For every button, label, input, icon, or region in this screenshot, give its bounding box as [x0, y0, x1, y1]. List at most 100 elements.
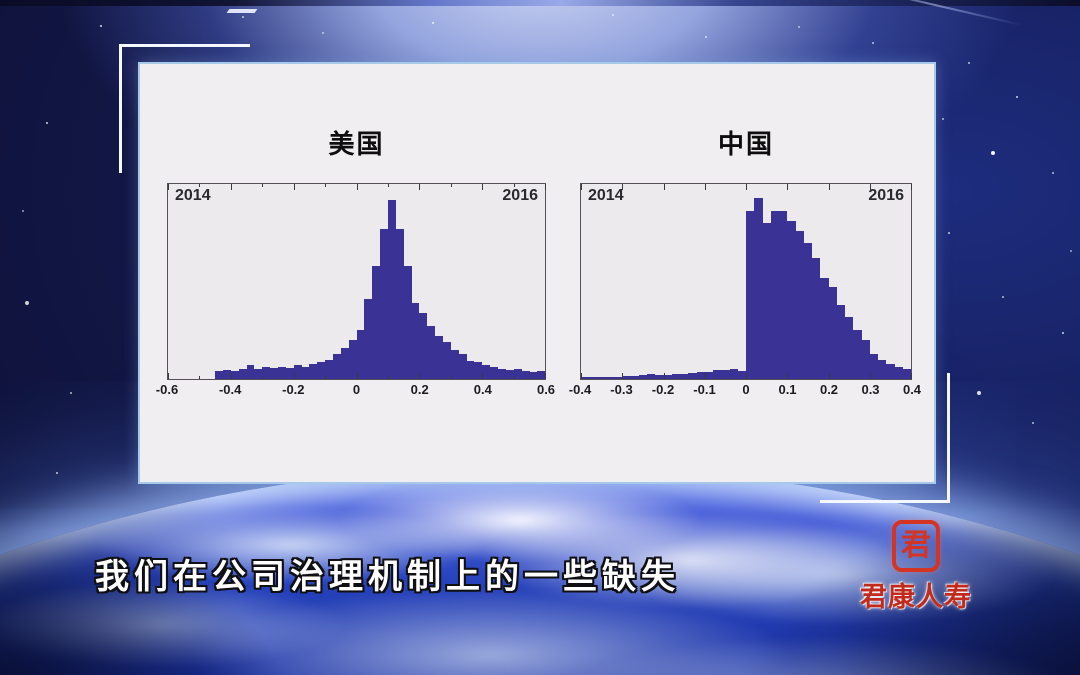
- histogram-bar: [655, 374, 664, 379]
- x-axis-labels-usa: -0.6 -0.4 -0.2 0 0.2 0.4 0.6: [156, 382, 555, 400]
- axis-tick: [356, 184, 358, 190]
- axis-tick: [356, 373, 358, 379]
- axis-tick: [230, 184, 232, 190]
- x-tick-label: -0.1: [693, 382, 716, 397]
- histogram-bar: [762, 223, 771, 379]
- axis-tick: [622, 184, 624, 190]
- histogram-bar: [230, 371, 239, 379]
- x-tick-label: 0.6: [536, 382, 556, 397]
- x-tick-label: -0.4: [218, 382, 242, 397]
- year-label-left: 2014: [175, 187, 211, 204]
- broadcaster-logo: 君 君康人寿: [851, 520, 981, 614]
- axis-tick: [325, 376, 327, 379]
- histogram-bar: [845, 316, 854, 379]
- histogram-bar: [630, 375, 639, 379]
- histogram-bar: [812, 258, 821, 379]
- axis-tick: [663, 373, 665, 379]
- chart-title-usa: 美国: [328, 129, 385, 159]
- x-tick-label: 0.4: [902, 382, 922, 397]
- axis-tick: [746, 373, 747, 379]
- histogram-bar: [325, 359, 334, 379]
- axis-tick: [262, 184, 264, 187]
- histogram-plot-usa: 2014 2016: [167, 183, 546, 380]
- histogram-bar: [317, 362, 326, 379]
- histogram-bar: [270, 368, 278, 379]
- axis-tick: [293, 184, 295, 190]
- axis-tick: [325, 184, 327, 187]
- axis-tick: [704, 373, 706, 379]
- histogram-bar: [638, 375, 647, 379]
- histogram-plot-china: 2014 2016: [580, 183, 912, 380]
- histogram-bar: [671, 373, 680, 379]
- histogram-bar: [605, 376, 614, 379]
- bars-china: [581, 184, 911, 379]
- histogram-bar: [622, 376, 631, 379]
- histogram-bar: [902, 369, 911, 379]
- histogram-bar: [869, 353, 878, 379]
- axis-tick: [622, 373, 624, 379]
- histogram-bar: [878, 360, 887, 379]
- axis-tick: [293, 373, 295, 379]
- histogram-bar: [490, 367, 499, 379]
- histogram-bar: [285, 368, 294, 379]
- histogram-bar: [395, 228, 404, 379]
- axis-tick: [230, 373, 232, 379]
- histogram-bar: [348, 340, 357, 379]
- x-tick-label: -0.2: [282, 382, 305, 397]
- axis-tick: [663, 184, 665, 190]
- histogram-bar: [770, 211, 779, 379]
- histogram-bar: [795, 230, 804, 379]
- x-tick-label: 0: [352, 382, 361, 397]
- x-tick-label: 0: [742, 382, 750, 397]
- histogram-bar: [458, 353, 467, 379]
- histogram-bar: [828, 287, 837, 379]
- histogram-bar: [820, 277, 829, 379]
- x-tick-label: 0.2: [410, 382, 429, 397]
- histogram-bar: [729, 368, 738, 379]
- histogram-bar: [254, 369, 263, 379]
- x-tick-label: 0.3: [861, 382, 880, 397]
- histogram-bar: [450, 349, 459, 379]
- histogram-bar: [466, 361, 475, 379]
- histogram-bar: [309, 364, 318, 379]
- axis-tick: [869, 184, 871, 190]
- axis-tick: [787, 184, 789, 190]
- histogram-bar: [688, 373, 697, 379]
- histogram-bar: [356, 330, 365, 379]
- x-axis-labels-china: -0.4 -0.3 -0.2 -0.1 0 0.1 0.2 0.3 0.4: [569, 382, 921, 400]
- histogram-bar: [301, 367, 310, 379]
- histogram-bar: [894, 367, 903, 379]
- axis-tick: [828, 373, 830, 379]
- histogram-bar: [262, 367, 271, 379]
- histogram-bar: [372, 265, 381, 379]
- histogram-bar: [222, 370, 231, 379]
- axis-tick: [419, 184, 421, 190]
- histogram-bar: [513, 369, 522, 379]
- x-tick-label: -0.2: [651, 382, 675, 397]
- axis-tick: [513, 184, 515, 187]
- histogram-bar: [597, 377, 606, 379]
- axis-tick: [513, 376, 515, 379]
- histogram-bar: [680, 374, 689, 379]
- histogram-bar: [696, 371, 705, 379]
- histogram-bar: [704, 372, 713, 379]
- histogram-bar: [388, 199, 396, 379]
- histogram-bar: [333, 353, 341, 379]
- histogram-china: 中国 2014 2016 -0.4 -0.3 -0.2 -0.1 0 0.1 0.2 0.3 0…: [569, 129, 921, 400]
- histogram-bar: [746, 211, 755, 379]
- logo-text: 君康人寿: [860, 582, 972, 612]
- axis-tick: [199, 184, 201, 187]
- histogram-bar: [614, 376, 623, 379]
- histogram-bar: [238, 369, 247, 379]
- axis-tick: [911, 373, 912, 379]
- histogram-bar: [721, 370, 730, 379]
- histogram-bar: [340, 347, 349, 379]
- axis-tick: [168, 373, 169, 379]
- histogram-bar: [364, 299, 373, 379]
- histogram-bar: [754, 197, 763, 379]
- histogram-bar: [737, 370, 746, 379]
- axis-tick: [581, 184, 582, 190]
- histogram-bar: [647, 373, 656, 379]
- histogram-bar: [803, 242, 812, 379]
